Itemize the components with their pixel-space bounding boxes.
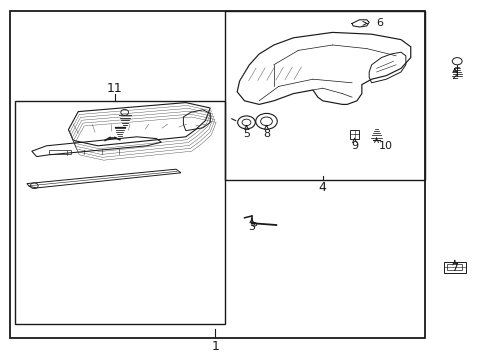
Bar bbox=[349, 130, 359, 139]
Text: 6: 6 bbox=[376, 18, 383, 28]
Text: 11: 11 bbox=[107, 82, 122, 95]
Text: 1: 1 bbox=[211, 340, 219, 353]
Text: 2: 2 bbox=[450, 71, 457, 81]
Text: 7: 7 bbox=[450, 263, 457, 273]
Text: 4: 4 bbox=[318, 181, 326, 194]
Text: 8: 8 bbox=[263, 129, 269, 139]
Text: 9: 9 bbox=[350, 141, 357, 151]
Text: 10: 10 bbox=[379, 141, 392, 151]
Bar bbox=[443, 262, 465, 273]
Bar bbox=[10, 11, 425, 338]
Bar bbox=[15, 101, 224, 324]
Bar bbox=[49, 150, 71, 154]
Text: 5: 5 bbox=[243, 129, 249, 139]
Text: 3: 3 bbox=[248, 222, 255, 232]
Bar bbox=[224, 11, 425, 180]
Bar bbox=[447, 264, 461, 270]
